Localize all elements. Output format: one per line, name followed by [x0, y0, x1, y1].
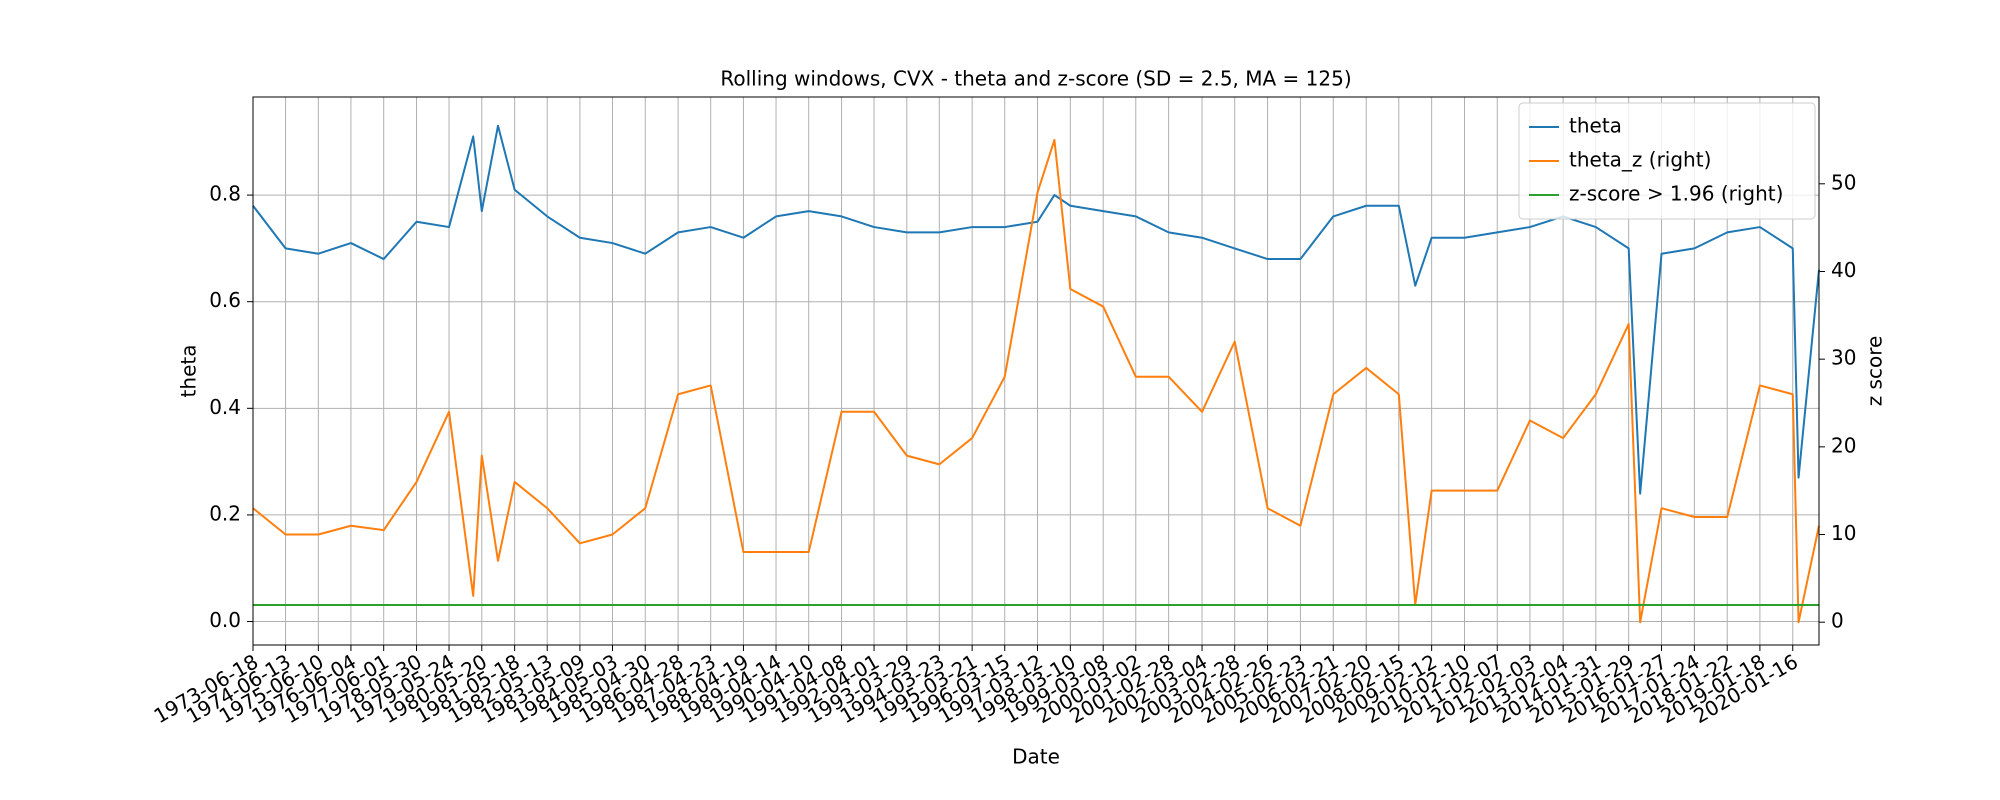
y2-tick-label: 40: [1831, 258, 1856, 282]
legend-label: theta: [1569, 114, 1622, 138]
y-axis-label: theta: [177, 345, 201, 398]
y2-tick-label: 50: [1831, 170, 1856, 194]
series-line: [252, 124, 1820, 495]
y2-axis-label: z score: [1863, 336, 1887, 407]
y-tick-label: 0.4: [209, 395, 241, 419]
legend-box: [1518, 102, 1816, 220]
legend-label: z-score > 1.96 (right): [1569, 182, 1783, 206]
legend-label: theta_z (right): [1569, 148, 1711, 172]
y2-tick-label: 20: [1831, 433, 1856, 457]
y2-tick-label: 10: [1831, 521, 1856, 545]
y2-tick-label: 30: [1831, 346, 1856, 370]
y-tick-label: 0.0: [209, 608, 241, 632]
plot-frame: [252, 96, 1820, 646]
y-tick-label: 0.8: [209, 182, 241, 206]
x-axis-label: Date: [1012, 745, 1060, 769]
y-tick-label: 0.6: [209, 288, 241, 312]
chart-title: Rolling windows, CVX - theta and z-score…: [720, 67, 1351, 91]
series-line: [252, 138, 1820, 624]
y2-tick-label: 0: [1831, 609, 1844, 633]
y-tick-label: 0.2: [209, 501, 241, 525]
legend: theta theta_z (right) z-score > 1.96 (righ…: [1518, 102, 1816, 220]
